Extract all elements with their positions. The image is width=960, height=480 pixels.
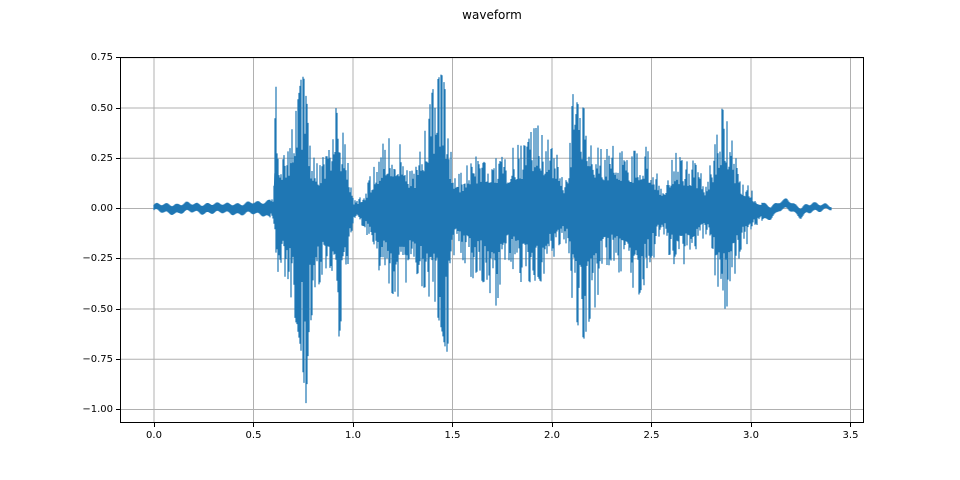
y-tick-mark (116, 57, 120, 59)
y-tick-mark (116, 208, 120, 209)
x-tick-label: 0.5 (245, 430, 262, 441)
x-tick-mark (153, 423, 155, 427)
y-tick-mark (116, 358, 120, 360)
chart-title: waveform (462, 8, 522, 22)
x-tick-mark (651, 423, 652, 427)
y-tick-label: 0.75 (90, 52, 113, 64)
x-tick-label: 3.0 (743, 430, 759, 441)
plot-area (120, 57, 864, 423)
x-tick-mark (352, 423, 354, 427)
x-tick-label: 1.0 (345, 430, 361, 441)
y-tick-mark (116, 107, 120, 109)
x-tick-mark (452, 423, 453, 427)
y-tick-label: −0.25 (82, 253, 113, 265)
y-tick-label: 0.50 (90, 102, 113, 114)
x-tick-label: 2.0 (544, 430, 560, 441)
y-tick-label: −0.75 (82, 353, 113, 365)
x-tick-label: 1.5 (444, 430, 461, 441)
x-tick-label: 2.5 (643, 430, 660, 441)
y-tick-label: −0.50 (82, 303, 113, 315)
y-tick-label: 0.00 (90, 203, 113, 214)
x-tick-label: 3.5 (842, 430, 859, 441)
waveform-columns (153, 74, 832, 404)
x-tick-mark (750, 423, 752, 427)
x-tick-mark (551, 423, 553, 427)
y-tick-mark (116, 409, 120, 410)
y-tick-label: 0.25 (90, 152, 113, 164)
y-tick-mark (116, 258, 120, 260)
y-tick-label: −1.00 (82, 404, 113, 415)
x-tick-mark (253, 423, 254, 427)
x-tick-mark (850, 423, 851, 427)
y-tick-mark (116, 308, 120, 310)
x-tick-label: 0.0 (146, 430, 162, 441)
y-tick-mark (116, 157, 120, 159)
axes-spines (120, 57, 864, 423)
plot-svg (120, 57, 864, 423)
